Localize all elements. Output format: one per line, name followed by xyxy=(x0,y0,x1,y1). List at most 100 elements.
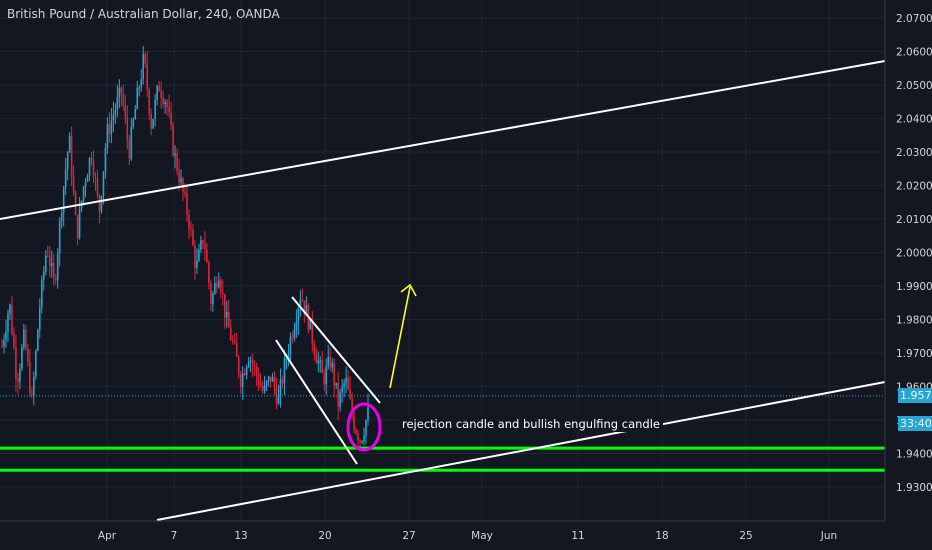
candle-body xyxy=(146,63,149,90)
candle-body xyxy=(7,313,9,332)
candle-body xyxy=(311,318,314,344)
candle-body xyxy=(351,398,353,416)
candle-body xyxy=(54,277,57,280)
candle-body xyxy=(11,304,13,334)
candle-body xyxy=(343,383,345,387)
candle-body xyxy=(367,406,369,421)
candle-body xyxy=(21,347,23,369)
candle-body xyxy=(309,318,312,330)
time-tick-label: 25 xyxy=(739,530,752,542)
candle-body xyxy=(40,279,43,308)
time-tick-label: 20 xyxy=(318,530,331,542)
trendline xyxy=(156,381,886,521)
candle-body xyxy=(150,113,152,129)
candle-body xyxy=(271,377,274,382)
candle-body xyxy=(128,139,131,159)
price-tick-label: 2.07000 xyxy=(896,13,932,25)
drawings xyxy=(0,60,886,521)
time-tick-label: 11 xyxy=(571,530,584,542)
candle-body xyxy=(86,175,89,182)
candle-body xyxy=(281,379,284,384)
candle-body xyxy=(100,196,103,212)
candle-body xyxy=(241,373,244,388)
candle-body xyxy=(269,376,272,382)
candle-body xyxy=(208,262,210,284)
candle-body xyxy=(44,255,47,272)
up-arrow-head xyxy=(400,283,417,297)
price-tick-label: 2.01000 xyxy=(896,214,932,226)
candle-body xyxy=(194,245,196,268)
candle-body xyxy=(359,440,361,443)
candle-body xyxy=(5,331,7,340)
time-tick-label: Apr xyxy=(98,530,117,542)
candle-body xyxy=(172,124,174,156)
candle-body xyxy=(88,158,91,176)
price-tick-label: 1.97000 xyxy=(896,348,932,360)
candle-body xyxy=(279,379,282,396)
candle-body xyxy=(273,377,276,388)
candle-body xyxy=(3,339,5,347)
candle-body xyxy=(23,329,25,348)
candle-body xyxy=(104,148,107,172)
candle-body xyxy=(94,176,97,179)
price-tick-label: 2.05000 xyxy=(896,80,932,92)
candle-body xyxy=(90,158,93,161)
candle-body xyxy=(257,375,260,386)
candle-body xyxy=(333,362,335,386)
candle-body xyxy=(295,322,298,330)
price-tick-label: 1.98000 xyxy=(896,315,932,327)
trendline xyxy=(0,60,886,220)
candle-body xyxy=(134,109,137,120)
candle-body xyxy=(142,54,145,80)
candle-body xyxy=(148,89,150,114)
candle-body xyxy=(245,366,248,375)
candle-body xyxy=(48,256,51,267)
candle-body xyxy=(42,271,45,280)
candle-body xyxy=(174,153,176,156)
time-tick-label: 27 xyxy=(402,530,415,542)
candle-body xyxy=(315,354,318,364)
price-tick-label: 2.02000 xyxy=(896,181,932,193)
candle-body xyxy=(285,358,288,360)
candle-body xyxy=(82,186,85,201)
candle-body xyxy=(158,86,160,92)
candle-body xyxy=(76,214,79,238)
candle-body xyxy=(178,171,180,183)
candle-body xyxy=(70,135,73,177)
candle-body xyxy=(84,181,87,187)
candle-body xyxy=(337,382,339,407)
candle-body xyxy=(9,304,11,314)
candle-body xyxy=(265,381,268,386)
candle-body xyxy=(15,347,17,379)
candle-body xyxy=(102,171,105,197)
bar-countdown-badge: 33:40 xyxy=(898,415,932,431)
price-tick-label: 1.99000 xyxy=(896,281,932,293)
candle-body xyxy=(267,376,270,382)
candle-body xyxy=(66,152,69,170)
candle-body xyxy=(303,300,306,313)
candle-body xyxy=(341,386,343,392)
candle-body xyxy=(305,305,308,313)
candle-body xyxy=(301,299,304,301)
candle-body xyxy=(198,249,200,261)
candle-body xyxy=(19,368,21,382)
candle-body xyxy=(62,187,65,214)
candle-body xyxy=(229,327,232,341)
candle-body xyxy=(46,255,49,257)
candle-body xyxy=(237,356,240,375)
candle-body xyxy=(347,377,349,390)
candle-body xyxy=(255,366,258,376)
candle-body xyxy=(227,312,230,328)
candle-body xyxy=(190,228,192,230)
candle-body xyxy=(216,282,218,288)
candle-body xyxy=(106,124,109,149)
candle-body xyxy=(136,87,139,110)
candle-body xyxy=(297,308,300,323)
highlight-circle xyxy=(346,402,382,452)
price-tick-label: 2.06000 xyxy=(896,47,932,59)
candle-body xyxy=(78,208,81,238)
candle-body xyxy=(188,214,190,229)
candle-body xyxy=(233,340,236,343)
